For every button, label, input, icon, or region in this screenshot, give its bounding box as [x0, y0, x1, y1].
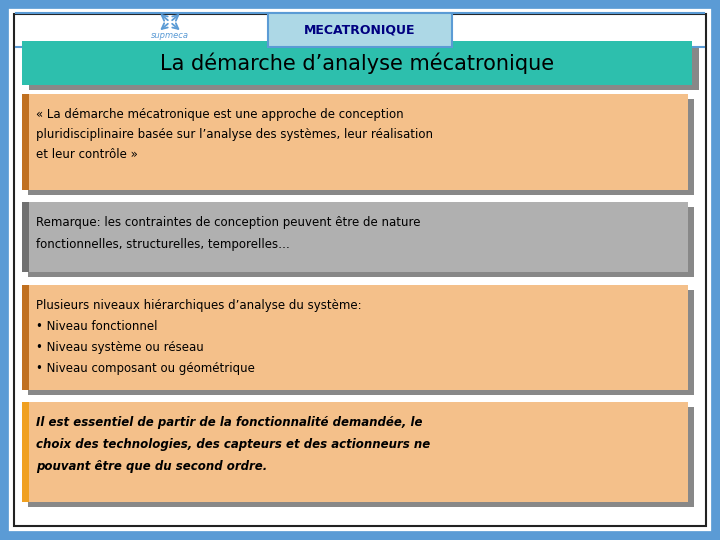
Bar — [22, 285, 688, 390]
Bar — [22, 94, 29, 190]
Text: Remarque: les contraintes de conception peuvent être de nature: Remarque: les contraintes de conception … — [36, 216, 420, 229]
Bar — [22, 202, 29, 272]
Bar — [22, 402, 29, 502]
Text: • Niveau fonctionnel: • Niveau fonctionnel — [36, 320, 158, 333]
Bar — [22, 41, 692, 85]
Text: pouvant être que du second ordre.: pouvant être que du second ordre. — [36, 460, 267, 473]
Bar — [28, 99, 694, 195]
Text: Il est essentiel de partir de la fonctionnalité demandée, le: Il est essentiel de partir de la fonctio… — [36, 416, 423, 429]
Bar — [28, 407, 694, 507]
Bar — [22, 402, 688, 502]
Text: fonctionnelles, structurelles, temporelles…: fonctionnelles, structurelles, temporell… — [36, 238, 290, 251]
Bar — [22, 285, 29, 390]
Text: Plusieurs niveaux hiérarchiques d’analyse du système:: Plusieurs niveaux hiérarchiques d’analys… — [36, 299, 361, 312]
Bar — [28, 290, 694, 395]
Bar — [22, 202, 688, 272]
Bar — [29, 46, 699, 90]
Text: La démarche d’analyse mécatronique: La démarche d’analyse mécatronique — [160, 52, 554, 74]
Text: supmeca: supmeca — [151, 30, 189, 39]
Text: pluridisciplinaire basée sur l’analyse des systèmes, leur réalisation: pluridisciplinaire basée sur l’analyse d… — [36, 128, 433, 141]
Text: MECATRONIQUE: MECATRONIQUE — [305, 24, 415, 37]
Text: et leur contrôle »: et leur contrôle » — [36, 148, 138, 161]
Text: « La démarche mécatronique est une approche de conception: « La démarche mécatronique est une appro… — [36, 108, 404, 121]
Text: choix des technologies, des capteurs et des actionneurs ne: choix des technologies, des capteurs et … — [36, 438, 431, 451]
Bar — [268, 13, 452, 47]
Text: • Niveau composant ou géométrique: • Niveau composant ou géométrique — [36, 362, 255, 375]
Bar — [22, 94, 688, 190]
Text: • Niveau système ou réseau: • Niveau système ou réseau — [36, 341, 204, 354]
Bar — [28, 207, 694, 277]
